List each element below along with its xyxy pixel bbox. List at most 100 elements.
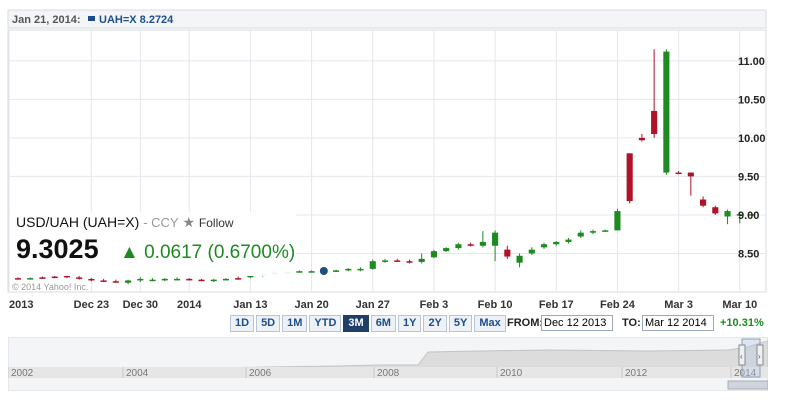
y-tick-label: 9.00 xyxy=(738,210,759,222)
candle-body xyxy=(63,275,70,278)
quote-change-percent: (0.6700%) xyxy=(207,242,296,263)
candle-body xyxy=(504,249,511,257)
y-tick-label: 9.50 xyxy=(738,171,759,183)
candle-body xyxy=(39,277,46,279)
candle[interactable] xyxy=(173,277,181,281)
navigator-year-label: 2012 xyxy=(625,368,648,379)
candle[interactable] xyxy=(76,275,83,280)
candle-body xyxy=(663,51,670,173)
range-button-5d[interactable]: 5D xyxy=(256,315,281,332)
quote-header: USD/UAH (UAH=X) - CCY ★ Follow xyxy=(16,214,234,231)
candle[interactable] xyxy=(443,247,450,252)
from-date-input[interactable] xyxy=(541,315,613,331)
candle[interactable] xyxy=(748,213,756,216)
candle[interactable] xyxy=(479,231,486,248)
candle[interactable] xyxy=(186,278,193,281)
navigator-axis-band xyxy=(8,367,768,378)
candle[interactable] xyxy=(663,49,670,175)
candle[interactable] xyxy=(394,258,401,262)
candle-body xyxy=(553,241,560,245)
candle[interactable] xyxy=(712,205,719,215)
candle[interactable] xyxy=(638,134,645,142)
candle[interactable] xyxy=(381,258,389,263)
candle[interactable] xyxy=(516,253,523,268)
candle[interactable] xyxy=(14,277,22,280)
candle[interactable] xyxy=(222,278,230,281)
candle[interactable] xyxy=(504,245,511,259)
candle[interactable] xyxy=(112,279,119,283)
y-tick-label: 8.50 xyxy=(738,248,759,260)
x-tick-label: 2014 xyxy=(177,299,202,310)
candle[interactable] xyxy=(455,242,462,250)
candle[interactable] xyxy=(418,253,425,264)
candle-body xyxy=(675,172,682,175)
candle[interactable] xyxy=(492,230,499,262)
header-bar xyxy=(7,9,767,29)
candle[interactable] xyxy=(675,171,682,175)
candle-body xyxy=(430,251,437,258)
follow-button[interactable]: Follow xyxy=(198,216,234,230)
candle[interactable] xyxy=(430,249,437,259)
candle[interactable] xyxy=(467,242,474,247)
candle[interactable] xyxy=(161,278,168,282)
range-button-6m[interactable]: 6M xyxy=(370,315,396,332)
y-tick-label: 10.00 xyxy=(738,133,766,145)
candle[interactable] xyxy=(210,278,217,282)
navigator-year-label: 2014 xyxy=(734,368,757,379)
candle[interactable] xyxy=(198,278,205,282)
x-tick-label: Feb 24 xyxy=(600,299,636,310)
navigator-left-handle[interactable]: ‹ xyxy=(738,344,746,366)
timeline-navigator[interactable]: 2002 2004 2006 2008 2010 2012 2014 ‹ › xyxy=(8,337,768,391)
range-button-1y[interactable]: 1Y xyxy=(397,315,422,332)
candle[interactable] xyxy=(651,49,658,138)
candle[interactable] xyxy=(27,277,34,280)
header-symbol: UAH=X 8.2724 xyxy=(99,14,174,26)
range-button-5y[interactable]: 5Y xyxy=(448,315,473,332)
candle[interactable] xyxy=(736,213,743,224)
candle[interactable] xyxy=(700,196,707,208)
to-date-input[interactable] xyxy=(642,315,714,331)
candle[interactable] xyxy=(614,208,621,231)
candle[interactable] xyxy=(626,153,633,204)
candle[interactable] xyxy=(589,229,597,235)
candle[interactable] xyxy=(149,278,156,282)
range-button-3m[interactable]: 3M xyxy=(343,315,369,332)
range-button-1m[interactable]: 1M xyxy=(282,315,308,332)
candle[interactable] xyxy=(308,270,315,273)
candle[interactable] xyxy=(724,209,731,225)
range-button-1d[interactable]: 1D xyxy=(230,315,255,332)
candle[interactable] xyxy=(235,276,242,280)
candle[interactable] xyxy=(553,241,560,246)
candle-body xyxy=(149,279,156,282)
highlight-marker xyxy=(319,267,328,276)
navigator-year-label: 2002 xyxy=(11,368,34,379)
candle[interactable] xyxy=(687,172,694,196)
x-tick-label: Jan 20 xyxy=(294,299,328,310)
navigator-year-label: 2006 xyxy=(249,368,272,379)
candle[interactable] xyxy=(51,275,58,279)
candle[interactable] xyxy=(345,268,352,272)
candle[interactable] xyxy=(528,247,535,256)
range-button-max[interactable]: Max xyxy=(474,315,506,332)
x-tick-label: Jan 27 xyxy=(356,299,390,310)
range-button-ytd[interactable]: YTD xyxy=(309,315,342,332)
candle-body xyxy=(467,244,474,246)
navigator-right-handle[interactable]: › xyxy=(756,344,764,366)
candle[interactable] xyxy=(296,270,303,273)
candle[interactable] xyxy=(137,277,144,282)
candle[interactable] xyxy=(357,267,364,272)
candle[interactable] xyxy=(565,238,572,244)
candle[interactable] xyxy=(100,278,107,282)
candle[interactable] xyxy=(577,230,584,239)
range-button-2y[interactable]: 2Y xyxy=(423,315,447,332)
candle[interactable] xyxy=(406,259,413,264)
candle[interactable] xyxy=(125,279,132,285)
navigator-scrollbar[interactable] xyxy=(727,380,768,390)
candle[interactable] xyxy=(540,242,548,249)
candle[interactable] xyxy=(333,269,340,272)
candle[interactable] xyxy=(602,229,609,232)
candle[interactable] xyxy=(369,259,376,270)
candle[interactable] xyxy=(88,278,95,282)
star-icon[interactable]: ★ xyxy=(182,214,196,230)
candle[interactable] xyxy=(39,276,46,279)
